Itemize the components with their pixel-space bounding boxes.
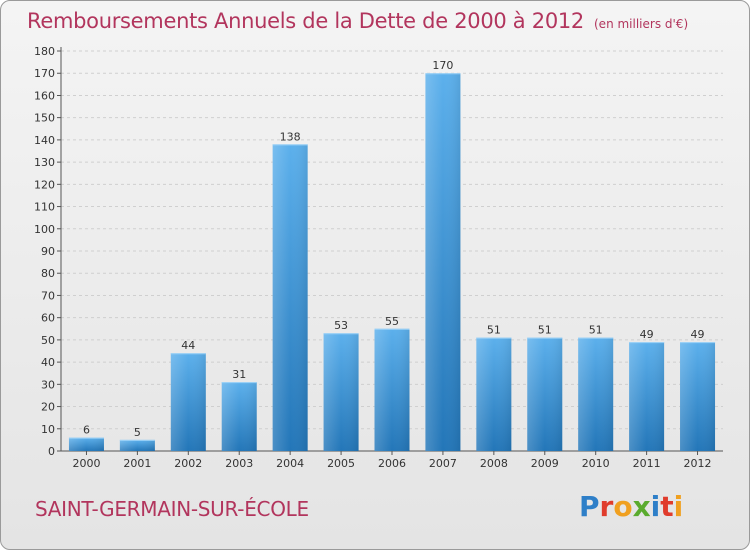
y-tick-label: 10 <box>41 423 55 436</box>
y-axis-ticks: 0 10 20 30 40 50 60 70 80 90 100 110 120 130 140 150 160… <box>34 45 61 458</box>
data-label: 5 <box>134 426 141 439</box>
y-tick-label: 180 <box>34 45 55 58</box>
commune-name: SAINT-GERMAIN-SUR-ÉCOLE <box>35 497 309 521</box>
chart-title: Remboursements Annuels de la Dette de 20… <box>27 9 688 33</box>
bar-shine <box>629 342 665 451</box>
data-label: 51 <box>589 324 603 337</box>
logo-letter: P <box>579 490 600 523</box>
bar-shine <box>476 337 512 451</box>
x-tick-label: 2010 <box>582 457 610 470</box>
y-tick-label: 90 <box>41 245 55 258</box>
y-tick-label: 20 <box>41 401 55 414</box>
data-label: 49 <box>640 328 654 341</box>
x-tick-label: 2004 <box>276 457 304 470</box>
logo-letter: r <box>599 490 614 523</box>
bar-shine <box>170 353 206 451</box>
x-tick-label: 2008 <box>480 457 508 470</box>
bar-shine <box>374 328 410 451</box>
data-label: 44 <box>181 339 195 352</box>
y-tick-label: 170 <box>34 67 55 80</box>
bar-shine <box>425 73 461 451</box>
x-tick-label: 2012 <box>684 457 712 470</box>
bar-shine <box>221 382 257 451</box>
data-label: 6 <box>83 424 90 437</box>
bar-shine <box>578 337 614 451</box>
y-tick-label: 40 <box>41 356 55 369</box>
y-tick-label: 0 <box>48 445 55 458</box>
bar-shine <box>68 437 104 451</box>
proxiti-logo: Proxiti <box>579 490 683 523</box>
x-tick-label: 2011 <box>633 457 661 470</box>
y-tick-label: 110 <box>34 201 55 214</box>
logo-letter: i <box>650 490 661 523</box>
data-label: 53 <box>334 319 348 332</box>
x-tick-label: 2002 <box>174 457 202 470</box>
data-label: 170 <box>432 59 453 72</box>
bar-shine <box>527 337 563 451</box>
bar-shine <box>272 144 308 452</box>
y-tick-label: 60 <box>41 312 55 325</box>
x-tick-label: 2005 <box>327 457 355 470</box>
logo-letter: i <box>673 490 684 523</box>
y-tick-label: 140 <box>34 134 55 147</box>
data-label: 31 <box>232 368 246 381</box>
x-tick-label: 2009 <box>531 457 559 470</box>
chart-title-text: Remboursements Annuels de la Dette de 20… <box>27 9 584 33</box>
data-label: 49 <box>691 328 705 341</box>
logo-letter: x <box>632 490 651 523</box>
y-tick-label: 150 <box>34 112 55 125</box>
bars <box>68 73 716 452</box>
y-tick-label: 50 <box>41 334 55 347</box>
bar-shine <box>119 439 155 451</box>
y-tick-label: 120 <box>34 178 55 191</box>
bar-shine <box>680 342 716 451</box>
data-labels: 6 5 44 31 138 53 55 170 51 51 51 49 49 <box>83 59 705 439</box>
x-tick-label: 2006 <box>378 457 406 470</box>
data-label: 55 <box>385 315 399 328</box>
data-label: 138 <box>280 130 301 143</box>
data-label: 51 <box>538 324 552 337</box>
x-tick-label: 2003 <box>225 457 253 470</box>
chart-unit-note: (en milliers d'€) <box>594 17 689 31</box>
logo-letter: t <box>660 490 674 523</box>
y-tick-label: 30 <box>41 378 55 391</box>
y-tick-label: 80 <box>41 267 55 280</box>
data-label: 51 <box>487 324 501 337</box>
y-tick-label: 70 <box>41 289 55 302</box>
y-tick-label: 100 <box>34 223 55 236</box>
bar-shine <box>323 333 359 451</box>
y-tick-label: 130 <box>34 156 55 169</box>
x-tick-label: 2000 <box>72 457 100 470</box>
x-tick-label: 2001 <box>123 457 151 470</box>
x-axis-ticks: 2000 2001 2002 2003 2004 2005 2006 2007 2008 2009… <box>72 451 712 470</box>
logo-letter: o <box>613 490 633 523</box>
y-tick-label: 160 <box>34 89 55 102</box>
x-tick-label: 2007 <box>429 457 457 470</box>
